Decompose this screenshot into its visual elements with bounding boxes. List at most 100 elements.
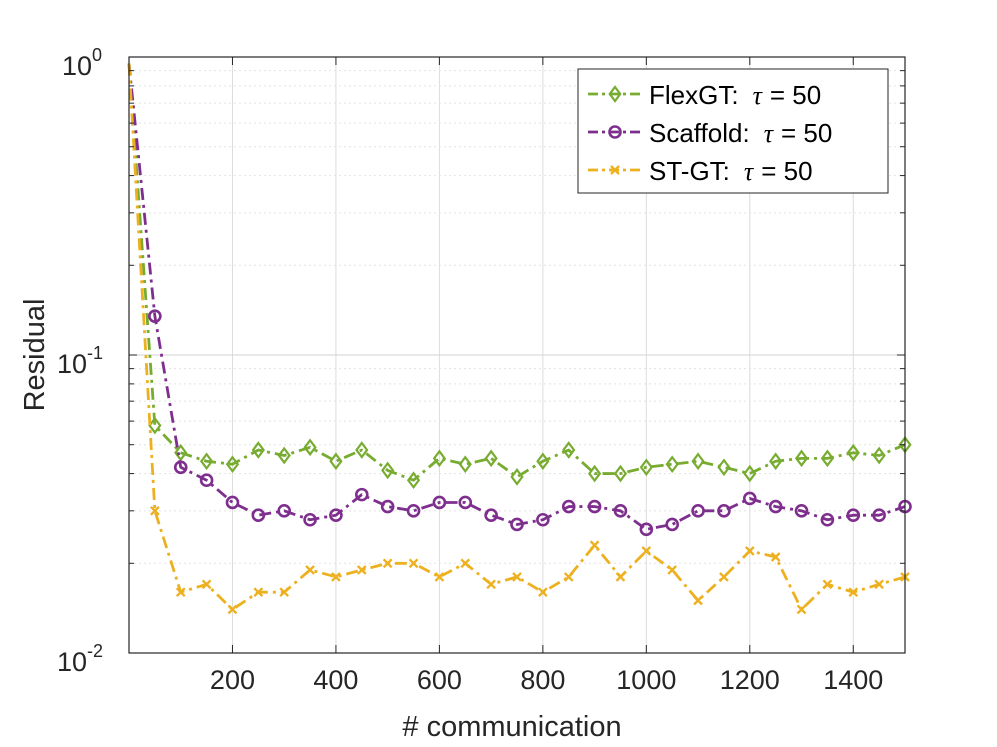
data-point <box>717 458 731 477</box>
data-point <box>744 546 755 556</box>
x-tick-label: 1000 <box>616 665 676 695</box>
data-point <box>639 458 653 477</box>
data-point <box>406 504 421 518</box>
x-tick-label: 1400 <box>823 665 883 695</box>
data-point <box>199 473 214 488</box>
legend: FlexGT: τ = 50 Scaffold: τ = 50 ST-GT: τ = 50 <box>577 68 889 194</box>
data-point <box>769 452 783 471</box>
data-point <box>613 464 628 483</box>
data-point <box>872 508 886 523</box>
data-point <box>486 579 496 590</box>
data-point <box>381 461 395 480</box>
data-point <box>667 565 678 575</box>
data-point <box>251 441 265 459</box>
data-point <box>536 452 550 471</box>
legend-entry-scaffold: Scaffold: τ = 50 <box>649 118 832 148</box>
data-point <box>691 504 705 518</box>
x-tick-label: 800 <box>520 665 565 695</box>
data-point <box>613 504 628 518</box>
data-point <box>432 449 447 468</box>
data-point <box>251 508 266 523</box>
data-point <box>277 504 292 518</box>
data-point <box>848 587 859 598</box>
data-point <box>331 572 341 582</box>
data-point <box>742 491 757 506</box>
data-point <box>227 604 238 615</box>
data-point <box>484 508 498 523</box>
series-line <box>127 63 906 482</box>
series-group <box>127 63 912 615</box>
data-point <box>277 446 291 465</box>
series-line <box>127 63 906 531</box>
legend-entry-flexgt: FlexGT: τ = 50 <box>649 80 821 110</box>
data-point <box>432 495 447 510</box>
data-point <box>406 471 421 490</box>
data-point <box>173 460 188 475</box>
x-tick-label: 200 <box>210 665 255 695</box>
data-point <box>148 416 162 435</box>
x-axis-label: # communication <box>402 711 621 743</box>
data-point <box>174 443 188 462</box>
legend-box <box>577 68 889 194</box>
data-point <box>382 558 393 569</box>
data-point <box>717 504 731 518</box>
data-point <box>225 455 240 474</box>
y-tick-labels: 100 10-1 10-2 <box>57 45 103 677</box>
data-point <box>639 522 654 537</box>
data-point <box>148 309 162 323</box>
data-point <box>641 546 652 556</box>
data-point <box>587 464 602 483</box>
data-point <box>693 595 703 606</box>
data-point <box>460 558 471 569</box>
data-point <box>199 452 214 471</box>
data-point <box>587 499 602 514</box>
y-tick-label: 100 <box>62 45 102 81</box>
data-point <box>665 517 680 532</box>
data-point <box>665 455 679 474</box>
data-point <box>512 572 522 582</box>
data-point <box>768 499 783 514</box>
data-point <box>846 443 860 462</box>
data-point <box>305 565 315 575</box>
series-flexgt <box>127 63 912 490</box>
legend-sample-flexgt <box>588 85 642 103</box>
data-point <box>794 504 809 518</box>
data-point <box>329 508 343 523</box>
data-point <box>794 449 809 468</box>
legend-sample-stgt <box>588 165 642 175</box>
data-point <box>536 512 550 527</box>
data-point <box>820 449 835 468</box>
data-point <box>846 508 861 523</box>
data-point <box>279 587 290 598</box>
data-point <box>872 446 886 465</box>
data-point <box>175 587 186 598</box>
data-point <box>150 505 160 516</box>
legend-sample-scaffold <box>588 125 642 139</box>
data-point <box>303 512 317 527</box>
data-point <box>589 540 600 551</box>
y-tick-label: 10-2 <box>57 641 103 677</box>
data-point <box>874 579 884 590</box>
data-point <box>770 552 781 562</box>
data-point <box>434 572 445 582</box>
legend-marker <box>608 125 622 139</box>
data-point <box>355 441 369 459</box>
data-point <box>561 499 576 514</box>
data-point <box>743 464 757 483</box>
data-point <box>691 452 705 471</box>
x-tick-label: 600 <box>417 665 462 695</box>
series-scaffold <box>127 63 912 537</box>
data-point <box>615 572 626 582</box>
data-point <box>303 438 317 457</box>
data-point <box>354 487 369 502</box>
series-st-gt <box>127 63 910 615</box>
data-point <box>201 579 212 590</box>
data-point <box>458 495 473 510</box>
axis-ticks <box>129 56 905 654</box>
data-point <box>484 449 498 468</box>
data-point <box>408 558 419 569</box>
data-point <box>538 587 548 598</box>
data-point <box>822 579 833 590</box>
data-point <box>458 455 472 474</box>
